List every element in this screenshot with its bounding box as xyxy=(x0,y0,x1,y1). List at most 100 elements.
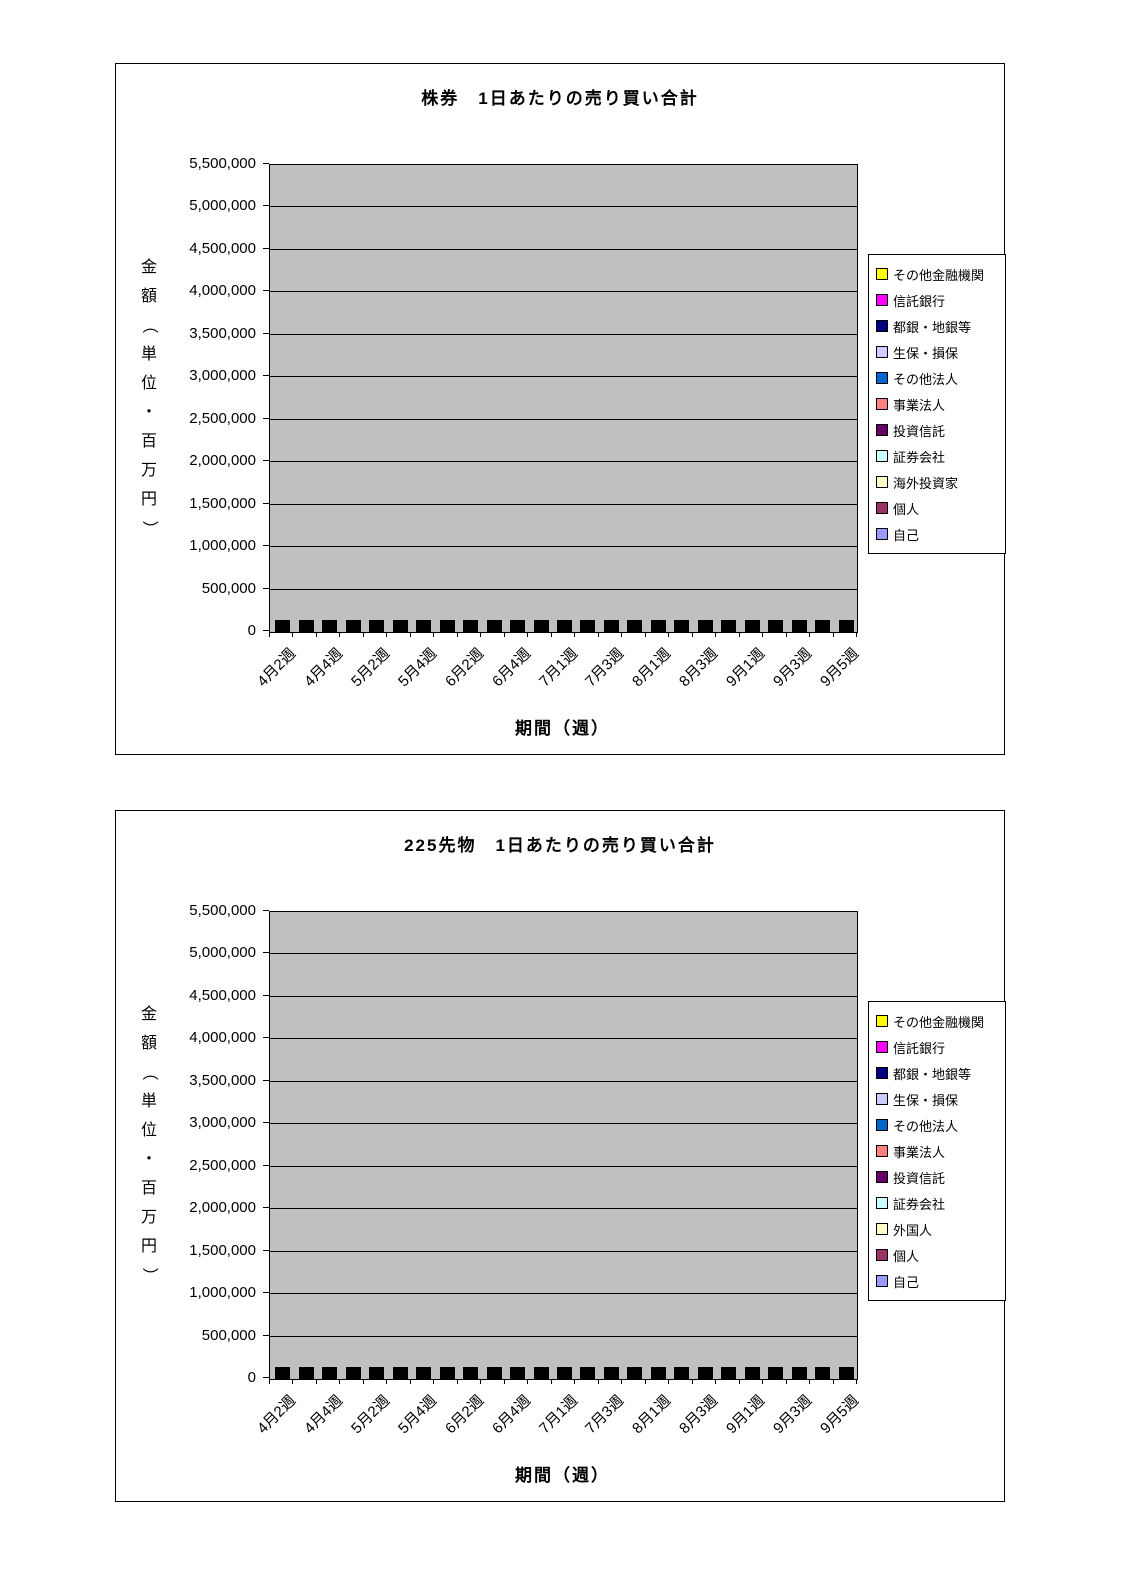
bar-segment-都銀・地銀等 xyxy=(722,1370,736,1371)
bar-segment-証券会社 xyxy=(440,1375,454,1376)
bar-segment-都銀・地銀等 xyxy=(769,1370,783,1371)
gridline xyxy=(270,588,857,590)
bar-segment-信託銀行 xyxy=(698,622,712,623)
bar-segment-事業法人 xyxy=(346,1373,360,1374)
bar-segment-生保・損保 xyxy=(558,1371,571,1372)
x-tick-mark xyxy=(644,632,646,637)
legend-label: 証券会社 xyxy=(893,449,946,465)
x-tick-mark xyxy=(809,1379,811,1384)
bar-segment-個人 xyxy=(745,630,759,631)
bar-segment-信託銀行 xyxy=(464,1369,478,1370)
bar-segment-その他法人 xyxy=(604,625,618,626)
y-tick-mark xyxy=(263,1207,269,1209)
bar-segment-自己 xyxy=(487,1378,501,1379)
x-tick-mark xyxy=(480,632,482,637)
bar-segment-自己 xyxy=(417,631,431,632)
bar-4月2週 xyxy=(275,620,291,632)
bar-segment-その他法人 xyxy=(323,625,337,626)
y-tick-label: 500,000 xyxy=(201,579,256,597)
bar-7月3週 xyxy=(603,620,619,632)
bar-segment-都銀・地銀等 xyxy=(299,623,313,624)
bar-segment-自己 xyxy=(393,631,407,632)
bar-7月4週 xyxy=(627,1367,643,1379)
bar-segment-事業法人 xyxy=(839,1373,853,1374)
bar-segment-投資信託 xyxy=(675,627,689,628)
bar-segment-事業法人 xyxy=(511,1373,525,1374)
bar-segment-海外投資家 xyxy=(464,629,478,630)
bar-segment-その他金融機関 xyxy=(370,1368,384,1369)
x-tick-mark xyxy=(527,632,529,637)
y-axis-title-char: 円 xyxy=(140,490,157,508)
bar-segment-海外投資家 xyxy=(511,629,525,630)
bar-segment-その他法人 xyxy=(511,1372,525,1373)
bar-segment-その他金融機関 xyxy=(769,1368,783,1369)
bar-5月2週 xyxy=(369,1367,385,1379)
bar-segment-証券会社 xyxy=(722,628,736,629)
bar-segment-証券会社 xyxy=(487,1375,501,1376)
bar-segment-個人 xyxy=(769,630,783,631)
bar-segment-生保・損保 xyxy=(393,624,407,625)
bar-segment-自己 xyxy=(722,1378,736,1379)
bar-segment-海外投資家 xyxy=(370,629,384,630)
bar-segment-事業法人 xyxy=(558,626,571,627)
bar-segment-事業法人 xyxy=(604,1373,618,1374)
bar-segment-生保・損保 xyxy=(534,624,548,625)
bar-segment-事業法人 xyxy=(299,626,313,627)
bar-segment-個人 xyxy=(323,1377,337,1378)
bar-segment-外国人 xyxy=(464,1376,478,1377)
bar-segment-自己 xyxy=(769,631,783,632)
bar-segment-生保・損保 xyxy=(558,624,571,625)
bar-segment-都銀・地銀等 xyxy=(346,623,360,624)
bar-segment-投資信託 xyxy=(792,1374,806,1375)
bar-segment-都銀・地銀等 xyxy=(558,1370,571,1371)
bar-7月4週 xyxy=(627,620,643,632)
bar-segment-その他金融機関 xyxy=(745,1368,759,1369)
y-axis-title-char: 百 xyxy=(140,432,157,450)
bar-segment-その他金融機関 xyxy=(839,621,853,622)
bar-segment-自己 xyxy=(722,631,736,632)
bar-segment-事業法人 xyxy=(487,1373,501,1374)
bar-segment-自己 xyxy=(581,1378,595,1379)
bar-segment-個人 xyxy=(417,1377,431,1378)
y-tick-label: 4,500,000 xyxy=(189,986,256,1004)
x-tick-mark xyxy=(574,1379,576,1384)
bar-8月3週 xyxy=(697,1367,713,1379)
bar-segment-都銀・地銀等 xyxy=(299,1370,313,1371)
x-tick-mark xyxy=(456,632,458,637)
bar-segment-証券会社 xyxy=(534,628,548,629)
bar-8月2週 xyxy=(674,620,690,632)
bar-segment-その他法人 xyxy=(534,1372,548,1373)
bar-segment-事業法人 xyxy=(581,1373,595,1374)
bar-segment-都銀・地銀等 xyxy=(698,623,712,624)
bar-segment-都銀・地銀等 xyxy=(558,623,571,624)
y-tick-mark xyxy=(263,1334,269,1336)
bar-segment-その他金融機関 xyxy=(299,1368,313,1369)
legend-item-海外投資家: 海外投資家 xyxy=(876,469,1003,495)
bar-segment-都銀・地銀等 xyxy=(511,1370,525,1371)
bar-segment-生保・損保 xyxy=(769,1371,783,1372)
bar-segment-その他法人 xyxy=(370,625,384,626)
bar-segment-個人 xyxy=(440,630,454,631)
bar-segment-個人 xyxy=(558,1377,571,1378)
bar-segment-外国人 xyxy=(393,1376,407,1377)
bar-segment-投資信託 xyxy=(816,627,830,628)
bar-segment-その他金融機関 xyxy=(792,1368,806,1369)
bar-segment-生保・損保 xyxy=(417,1371,431,1372)
bar-segment-その他金融機関 xyxy=(487,621,501,622)
bar-segment-投資信託 xyxy=(417,1374,431,1375)
bar-9月2週 xyxy=(768,1367,784,1379)
bar-segment-生保・損保 xyxy=(839,624,853,625)
x-tick-mark xyxy=(292,1379,294,1384)
bar-segment-投資信託 xyxy=(417,627,431,628)
bar-segment-投資信託 xyxy=(393,627,407,628)
bar-segment-その他法人 xyxy=(839,625,853,626)
bar-segment-事業法人 xyxy=(769,1373,783,1374)
bar-9月3週 xyxy=(791,620,807,632)
bar-segment-証券会社 xyxy=(393,1375,407,1376)
stock-chart-box: 株券 1日あたりの売り買い合計 金額（単位・百万円） 期間（週） その他金融機関… xyxy=(115,63,1006,755)
bar-segment-その他金融機関 xyxy=(323,1368,337,1369)
bar-segment-投資信託 xyxy=(769,1374,783,1375)
bar-8月4週 xyxy=(721,1367,737,1379)
legend-swatch-icon xyxy=(876,450,888,462)
bar-segment-海外投資家 xyxy=(745,629,759,630)
